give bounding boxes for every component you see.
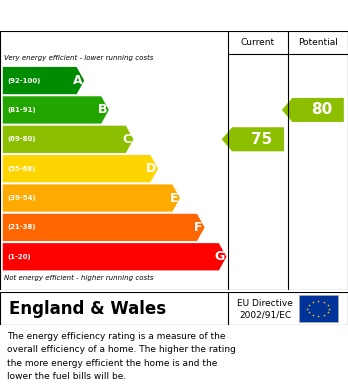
Text: 75: 75 xyxy=(251,132,272,147)
Polygon shape xyxy=(3,185,180,212)
Text: (81-91): (81-91) xyxy=(7,107,35,113)
Polygon shape xyxy=(222,127,284,151)
Text: Very energy efficient - lower running costs: Very energy efficient - lower running co… xyxy=(4,55,153,61)
Text: (92-100): (92-100) xyxy=(7,77,40,84)
Text: G: G xyxy=(214,250,225,263)
Text: EU Directive: EU Directive xyxy=(237,299,293,308)
Text: Energy Efficiency Rating: Energy Efficiency Rating xyxy=(9,8,219,23)
Text: Not energy efficient - higher running costs: Not energy efficient - higher running co… xyxy=(4,274,154,281)
Polygon shape xyxy=(3,126,134,153)
Text: Current: Current xyxy=(241,38,275,47)
Polygon shape xyxy=(282,98,344,122)
Text: Potential: Potential xyxy=(298,38,338,47)
Text: 2002/91/EC: 2002/91/EC xyxy=(239,310,291,319)
Text: (1-20): (1-20) xyxy=(7,254,31,260)
Text: (69-80): (69-80) xyxy=(7,136,35,142)
Text: C: C xyxy=(122,133,132,146)
Text: F: F xyxy=(194,221,203,234)
Polygon shape xyxy=(3,243,227,271)
Text: (55-68): (55-68) xyxy=(7,166,35,172)
Text: The energy efficiency rating is a measure of the
overall efficiency of a home. T: The energy efficiency rating is a measur… xyxy=(7,332,236,381)
Polygon shape xyxy=(3,155,158,182)
Polygon shape xyxy=(3,96,109,124)
Text: E: E xyxy=(170,192,178,204)
Text: (21-38): (21-38) xyxy=(7,224,35,230)
Text: B: B xyxy=(98,104,107,117)
Polygon shape xyxy=(3,214,205,241)
Text: D: D xyxy=(146,162,156,175)
Text: A: A xyxy=(73,74,82,87)
Polygon shape xyxy=(3,67,84,94)
Text: England & Wales: England & Wales xyxy=(9,300,166,318)
Bar xyxy=(299,296,338,322)
Text: 80: 80 xyxy=(311,102,332,117)
Text: (39-54): (39-54) xyxy=(7,195,35,201)
